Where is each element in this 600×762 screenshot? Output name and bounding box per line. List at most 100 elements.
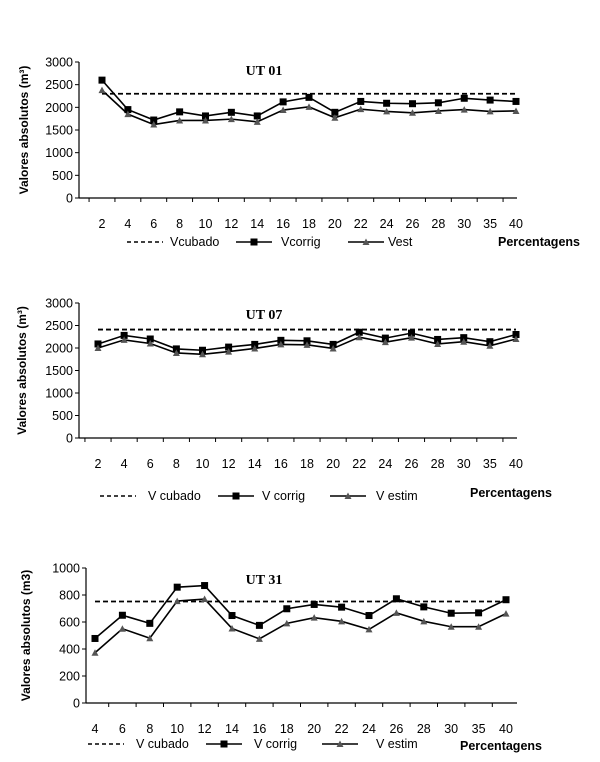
data-point [173, 597, 181, 605]
y-tick-label: 3000 [45, 297, 73, 311]
data-point [199, 346, 206, 354]
x-tick-label: 12 [198, 722, 212, 736]
x-tick-label: 30 [444, 722, 458, 736]
legend-label: V estim [376, 737, 418, 751]
data-point [94, 344, 102, 351]
data-point [331, 114, 339, 121]
x-tick-label: 26 [389, 722, 403, 736]
data-point [146, 340, 154, 347]
series-square [94, 328, 520, 354]
data-point [381, 338, 389, 346]
data-point [357, 97, 365, 105]
data-point [512, 335, 520, 342]
x-tick-label: 12 [222, 457, 236, 471]
legend-entry: Vcubado [127, 235, 219, 249]
data-point [225, 343, 233, 351]
x-tick-label: 24 [380, 217, 394, 231]
data-point [475, 609, 483, 617]
data-point [460, 94, 468, 102]
series-triangle [91, 595, 510, 656]
y-tick-label: 2000 [45, 342, 73, 356]
x-tick-label: 20 [326, 457, 340, 471]
data-point [420, 603, 428, 611]
x-tick-label: 8 [176, 217, 183, 231]
data-point [173, 583, 181, 591]
data-point [120, 331, 128, 339]
data-point [283, 619, 291, 627]
data-point [434, 99, 442, 107]
data-point [355, 333, 363, 341]
data-point [279, 106, 287, 114]
x-tick-label: 12 [224, 217, 238, 231]
data-point [355, 328, 363, 336]
data-point [329, 340, 337, 348]
data-point [120, 336, 128, 343]
data-point [305, 93, 313, 101]
data-point [253, 118, 261, 125]
data-point [381, 334, 389, 342]
data-point [277, 336, 285, 344]
x-tick-label: 4 [92, 722, 99, 736]
data-point [98, 76, 106, 84]
y-tick-label: 500 [52, 409, 73, 423]
x-tick-label: 14 [248, 457, 262, 471]
data-point [176, 116, 184, 124]
series-line [94, 584, 507, 640]
data-point [310, 614, 318, 621]
legend-entry: V corrig [206, 737, 297, 751]
x-tick-label: 28 [431, 457, 445, 471]
data-point [124, 110, 132, 118]
x-tick-label: 20 [307, 722, 321, 736]
legend-label: V cubado [136, 737, 189, 751]
x-tick-label: 22 [335, 722, 349, 736]
data-point [91, 634, 99, 642]
series-line [94, 598, 507, 654]
data-point [255, 635, 263, 642]
legend-entry: Vcorrig [236, 235, 321, 249]
data-point [408, 334, 415, 341]
data-point [434, 107, 442, 114]
x-tick-label: 14 [250, 217, 264, 231]
x-tick-label: 24 [378, 457, 392, 471]
data-point [199, 350, 206, 358]
data-point [228, 624, 236, 632]
data-point [94, 340, 102, 348]
data-point [201, 582, 209, 590]
chart-title: UT 07 [246, 308, 283, 323]
data-point [124, 106, 132, 114]
legend-marker [336, 740, 344, 747]
x-axis-label: Percentagens [470, 486, 552, 500]
legend-marker [344, 492, 352, 499]
legend-label: V corrig [262, 489, 305, 503]
y-tick-label: 1000 [52, 562, 80, 576]
data-point [486, 107, 494, 115]
y-tick-label: 1500 [45, 364, 73, 378]
legend-entry: V estim [330, 489, 418, 503]
y-tick-label: 2500 [45, 319, 73, 333]
legend-label: V estim [376, 489, 418, 503]
data-point [408, 329, 415, 337]
data-point [225, 348, 233, 355]
data-point [357, 105, 365, 113]
x-tick-label: 40 [499, 722, 513, 736]
data-point [146, 619, 154, 627]
legend-entry: V estim [322, 737, 418, 751]
data-point [176, 108, 184, 116]
data-point [150, 116, 158, 124]
data-point [460, 338, 468, 345]
x-tick-label: 6 [147, 457, 154, 471]
x-tick-label: 10 [199, 217, 213, 231]
data-point [502, 610, 510, 617]
x-tick-label: 35 [483, 217, 497, 231]
data-point [228, 612, 236, 620]
x-tick-label: 26 [405, 457, 419, 471]
x-tick-label: 18 [302, 217, 316, 231]
data-point [434, 335, 442, 343]
data-point [365, 612, 373, 620]
data-point [202, 116, 209, 124]
x-tick-label: 30 [457, 457, 471, 471]
x-tick-label: 18 [300, 457, 314, 471]
x-tick-label: 35 [483, 457, 497, 471]
y-axis-label: Valores absolutos (m³) [17, 66, 31, 195]
